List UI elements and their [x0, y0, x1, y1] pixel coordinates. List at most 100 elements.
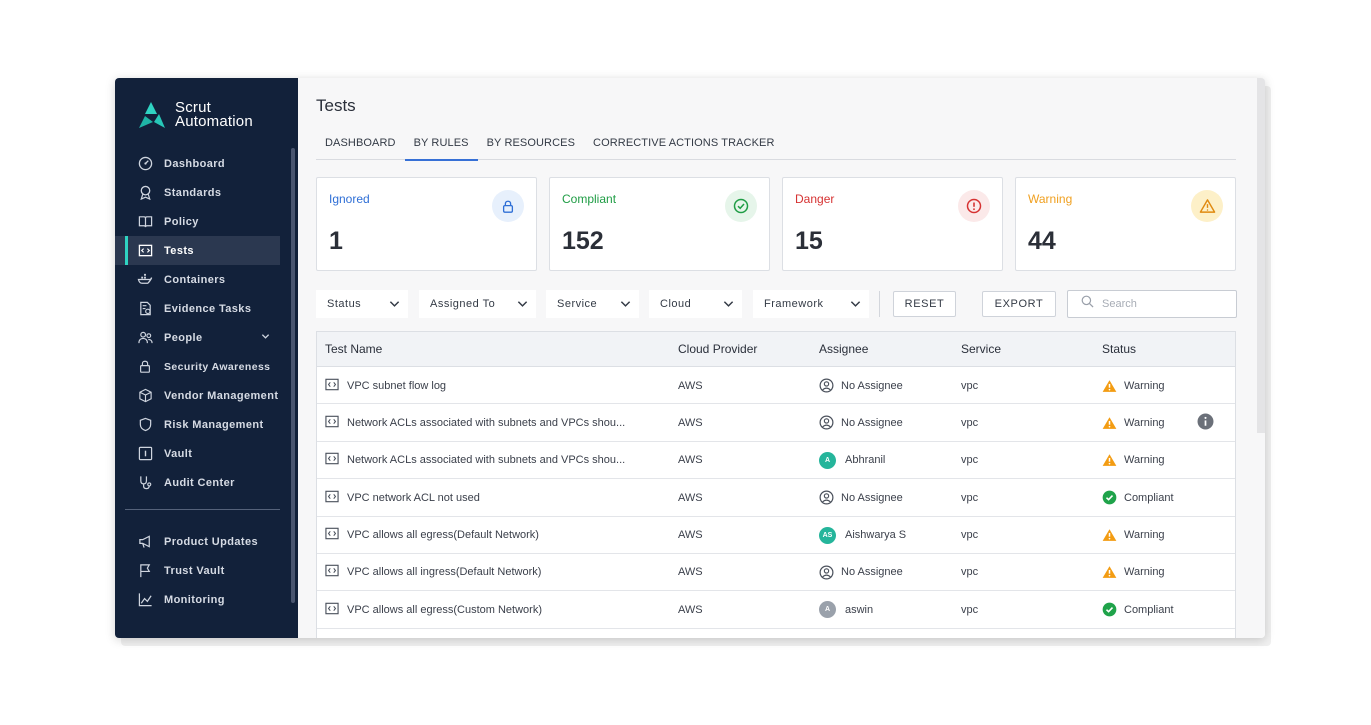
- sidebar-item-evidence-tasks[interactable]: Evidence Tasks: [115, 294, 298, 323]
- chevron-down-icon: [620, 299, 631, 312]
- table-row[interactable]: VPC network ACL not used AWS No Assignee…: [317, 479, 1235, 517]
- sidebar-item-security-awareness[interactable]: Security Awareness: [115, 352, 298, 381]
- card-label: Warning: [1028, 192, 1073, 206]
- check-circle-icon: [1102, 490, 1117, 505]
- table-row[interactable]: [317, 628, 1235, 638]
- sidebar-item-risk-management[interactable]: Risk Management: [115, 410, 298, 439]
- col-test-name[interactable]: Test Name: [325, 342, 383, 356]
- table-row[interactable]: VPC allows all egress(Custom Network) AW…: [317, 591, 1235, 629]
- table-row[interactable]: VPC allows all ingress(Default Network) …: [317, 553, 1235, 592]
- sidebar-item-label: Containers: [164, 273, 226, 286]
- col-cloud-provider[interactable]: Cloud Provider: [678, 342, 758, 356]
- sidebar-item-containers[interactable]: Containers: [115, 265, 298, 294]
- status-label: Warning: [1124, 566, 1165, 579]
- col-status[interactable]: Status: [1102, 342, 1137, 356]
- cloud-provider: AWS: [678, 491, 703, 504]
- test-name[interactable]: Network ACLs associated with subnets and…: [347, 416, 626, 429]
- warning-triangle-icon: [1102, 416, 1117, 430]
- service-name: vpc: [961, 491, 979, 504]
- test-name[interactable]: VPC allows all egress(Custom Network): [347, 603, 542, 616]
- book-icon: [137, 214, 153, 230]
- card-danger[interactable]: Danger 15: [782, 177, 1003, 271]
- table-row[interactable]: VPC allows all egress(Default Network) A…: [317, 516, 1235, 554]
- col-assignee[interactable]: Assignee: [819, 342, 869, 356]
- check-circle-icon: [1102, 602, 1117, 617]
- avatar: A: [819, 601, 836, 619]
- scrut-logo-icon: [139, 102, 165, 128]
- framework-filter[interactable]: Framework: [753, 290, 869, 318]
- card-label: Ignored: [329, 192, 370, 206]
- service-filter[interactable]: Service: [546, 290, 639, 318]
- chevron-down-icon: [517, 299, 528, 312]
- search-input[interactable]: [1102, 298, 1222, 310]
- sidebar-item-label: Tests: [164, 244, 194, 257]
- user-circle-icon: [819, 490, 834, 505]
- card-warning[interactable]: Warning 44: [1015, 177, 1236, 271]
- sidebar-item-trust-vault[interactable]: Trust Vault: [115, 556, 298, 585]
- sidebar-item-people[interactable]: People: [115, 323, 298, 352]
- sidebar-item-label: Standards: [164, 186, 222, 199]
- table-row[interactable]: Network ACLs associated with subnets and…: [317, 404, 1235, 442]
- user-circle-icon: [819, 378, 834, 393]
- assignee-name[interactable]: Aishwarya S: [845, 529, 907, 542]
- warning-triangle-icon: [1102, 565, 1117, 579]
- assignee-name[interactable]: No Assignee: [841, 491, 903, 504]
- cloud-provider: AWS: [678, 529, 703, 542]
- export-button[interactable]: EXPORT: [982, 291, 1056, 317]
- table-row[interactable]: Network ACLs associated with subnets and…: [317, 441, 1235, 480]
- info-icon[interactable]: [1197, 413, 1214, 433]
- assignee-name[interactable]: No Assignee: [841, 379, 903, 392]
- tests-table: Test Name Cloud Provider Assignee Servic…: [316, 331, 1236, 638]
- card-ignored[interactable]: Ignored 1: [316, 177, 537, 271]
- sidebar-item-label: Risk Management: [164, 418, 264, 431]
- chevron-down-icon[interactable]: [261, 332, 270, 344]
- document-check-icon: [137, 301, 153, 317]
- sidebar: Scrut Automation Dashboard Standards Pol…: [115, 78, 298, 638]
- tab-dashboard[interactable]: DASHBOARD: [325, 137, 396, 149]
- assignee-name[interactable]: aswin: [845, 603, 874, 616]
- sidebar-item-standards[interactable]: Standards: [115, 178, 298, 207]
- card-value: 1: [329, 227, 343, 255]
- tab-by-rules[interactable]: BY RULES: [404, 134, 478, 161]
- table-row[interactable]: VPC subnet flow log AWS No Assignee vpc …: [317, 367, 1235, 405]
- test-name[interactable]: VPC allows all egress(Default Network): [347, 529, 539, 542]
- test-name[interactable]: Network ACLs associated with subnets and…: [347, 454, 626, 467]
- status-label: Warning: [1124, 454, 1165, 467]
- assigned-to-filter[interactable]: Assigned To: [419, 290, 536, 318]
- user-circle-icon: [819, 565, 834, 580]
- stethoscope-icon: [137, 475, 153, 491]
- reset-button[interactable]: RESET: [893, 291, 956, 317]
- sidebar-item-tests[interactable]: Tests: [115, 236, 280, 265]
- sidebar-item-label: Monitoring: [164, 593, 225, 606]
- sidebar-item-dashboard[interactable]: Dashboard: [115, 149, 298, 178]
- assignee-name[interactable]: No Assignee: [841, 566, 903, 579]
- tab-corrective-actions-tracker[interactable]: CORRECTIVE ACTIONS TRACKER: [593, 137, 775, 149]
- sidebar-divider: [125, 509, 280, 510]
- sidebar-item-vault[interactable]: Vault: [115, 439, 298, 468]
- logo[interactable]: Scrut Automation: [137, 100, 253, 130]
- sidebar-item-policy[interactable]: Policy: [115, 207, 298, 236]
- cloud-filter[interactable]: Cloud: [649, 290, 742, 318]
- user-circle-icon: [819, 415, 834, 430]
- sidebar-item-label: Security Awareness: [164, 360, 271, 373]
- filter-bar: Status Assigned To Service Cloud Framewo…: [316, 290, 1237, 318]
- sidebar-item-product-updates[interactable]: Product Updates: [115, 527, 298, 556]
- service-name: vpc: [961, 603, 979, 616]
- page-title: Tests: [316, 96, 356, 115]
- card-compliant[interactable]: Compliant 152: [549, 177, 770, 271]
- test-name[interactable]: VPC allows all ingress(Default Network): [347, 566, 542, 579]
- sidebar-item-vendor-management[interactable]: Vendor Management: [115, 381, 298, 410]
- cloud-provider: AWS: [678, 454, 703, 467]
- sidebar-item-monitoring[interactable]: Monitoring: [115, 585, 298, 614]
- tab-by-resources[interactable]: BY RESOURCES: [486, 137, 576, 149]
- chevron-down-icon: [723, 299, 734, 312]
- test-name[interactable]: VPC subnet flow log: [347, 379, 447, 392]
- test-name[interactable]: VPC network ACL not used: [347, 491, 480, 504]
- assignee-name[interactable]: Abhranil: [845, 454, 886, 467]
- main-scrollbar[interactable]: [1257, 78, 1265, 433]
- sidebar-item-audit-center[interactable]: Audit Center: [115, 468, 298, 497]
- sidebar-scrollbar[interactable]: [291, 148, 295, 603]
- status-filter[interactable]: Status: [316, 290, 408, 318]
- col-service[interactable]: Service: [961, 342, 1002, 356]
- assignee-name[interactable]: No Assignee: [841, 416, 903, 429]
